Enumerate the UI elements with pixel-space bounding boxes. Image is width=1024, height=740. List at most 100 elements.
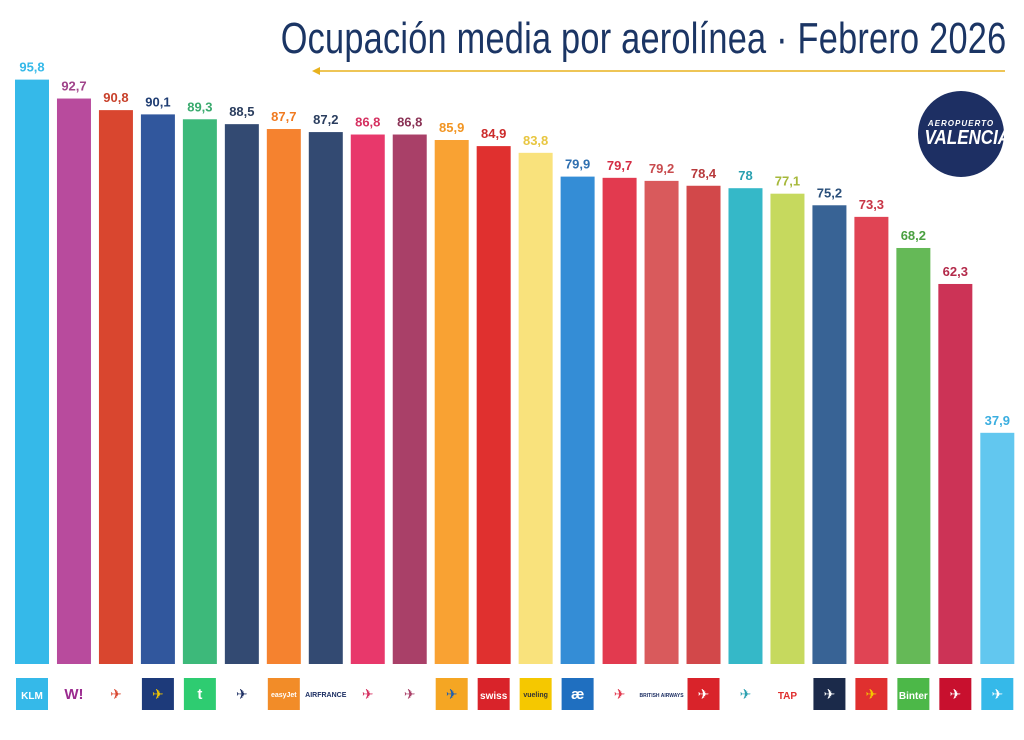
value-label: 92,7 — [61, 79, 86, 94]
bar — [896, 247, 931, 665]
bar — [686, 185, 721, 664]
airline-logo-text: swiss — [480, 691, 508, 702]
value-label: 77,1 — [775, 174, 800, 189]
logo-line1: AEROPUERTO — [927, 119, 995, 128]
airline-logo-11 — [435, 678, 468, 710]
airline-logo-5 — [183, 678, 216, 710]
airline-logo-icon: ✈ — [362, 687, 374, 703]
bar — [140, 114, 175, 664]
bar — [854, 216, 889, 664]
value-label: 79,7 — [607, 158, 632, 173]
airline-logo-icon: ✈ — [446, 687, 458, 703]
bar — [728, 188, 763, 664]
value-label: 90,8 — [103, 90, 128, 105]
airline-logo-3 — [99, 678, 132, 710]
airline-logo-icon: ✈ — [614, 687, 626, 703]
value-label: 88,5 — [229, 104, 254, 119]
airline-logo-icon: ✈ — [152, 687, 164, 703]
airline-logo-4 — [141, 678, 174, 710]
airline-logo-text: W! — [64, 686, 83, 703]
airline-logo-21 — [855, 678, 888, 710]
airline-logo-7 — [267, 678, 300, 710]
value-label: 90,1 — [145, 94, 170, 109]
airline-logo-22 — [897, 678, 930, 710]
bar — [518, 152, 553, 664]
value-label: 87,2 — [313, 112, 338, 127]
bar — [476, 146, 511, 665]
bar — [182, 119, 217, 664]
value-label: 85,9 — [439, 120, 464, 135]
airline-logo-23 — [939, 678, 972, 710]
bar — [308, 132, 343, 664]
value-label: 73,3 — [859, 197, 884, 212]
logo-line2: VALENCIA — [924, 127, 1011, 149]
bar — [644, 180, 679, 664]
airline-logo-1 — [16, 678, 48, 710]
value-label: 79,2 — [649, 161, 674, 176]
bar — [98, 110, 133, 665]
bar — [266, 129, 301, 664]
value-label: 78 — [738, 168, 752, 183]
airline-logo-15 — [603, 678, 636, 710]
bar — [224, 124, 259, 664]
value-label: 86,8 — [397, 115, 422, 130]
airline-logo-19 — [771, 678, 804, 710]
airline-logo-icon: ✈ — [236, 687, 248, 703]
bar — [602, 177, 637, 664]
airline-logo-8 — [309, 678, 342, 710]
value-label: 89,3 — [187, 99, 212, 114]
bar — [938, 283, 973, 664]
airline-logo-icon: ✈ — [698, 687, 710, 703]
value-label: 86,8 — [355, 115, 380, 130]
airline-logo-text: TAP — [778, 691, 798, 702]
airline-logo-2 — [57, 678, 90, 710]
airline-logo-text: BRITISH AIRWAYS — [640, 693, 685, 699]
airline-logo-18 — [729, 678, 762, 710]
airline-logo-text: vueling — [523, 692, 548, 699]
airline-logo-text: easyJet — [271, 692, 297, 699]
airline-logo-10 — [393, 678, 426, 710]
airline-logo-12 — [477, 678, 510, 710]
bar — [560, 176, 595, 665]
airline-logo-icon: ✈ — [824, 687, 836, 703]
airline-logo-icon: ✈ — [740, 687, 752, 703]
airline-logo-icon: ✈ — [404, 687, 416, 703]
airline-logo-20 — [813, 678, 846, 710]
title-underline-arrow — [312, 67, 1005, 75]
bar — [392, 134, 427, 664]
airline-logo-text: AIRFRANCE — [305, 692, 347, 699]
value-label: 62,3 — [943, 264, 968, 279]
bar — [15, 79, 49, 665]
bar — [812, 205, 847, 664]
value-label: 79,9 — [565, 157, 590, 172]
airline-logo-icon: ✈ — [866, 687, 878, 703]
airline-logo-16 — [645, 678, 678, 710]
chart-title: Ocupación media por aerolínea · Febrero … — [280, 14, 1006, 63]
bar — [434, 140, 469, 664]
value-label: 78,4 — [691, 166, 717, 181]
airline-logo-13 — [519, 678, 552, 710]
airline-logo-text: t — [197, 686, 202, 703]
value-label: 83,8 — [523, 133, 548, 148]
value-label: 84,9 — [481, 126, 506, 141]
value-label: 95,8 — [19, 60, 44, 75]
airline-logo-24 — [981, 678, 1014, 710]
value-label: 87,7 — [271, 109, 296, 124]
airline-logo-9 — [351, 678, 384, 710]
airline-logo-icon: ✈ — [949, 687, 961, 703]
airline-logo-text: KLM — [21, 691, 43, 702]
airline-logo-text: Binter — [899, 691, 928, 702]
value-label: 37,9 — [985, 413, 1010, 428]
bar — [56, 98, 91, 664]
value-label: 75,2 — [817, 185, 842, 200]
aeropuerto-valencia-logo: AEROPUERTO VALENCIA — [918, 91, 1011, 177]
bar — [770, 193, 805, 664]
airline-logo-text: æ — [571, 686, 584, 703]
airline-logo-icon: ✈ — [110, 687, 122, 703]
value-label: 68,2 — [901, 228, 926, 243]
airline-logo-14 — [561, 678, 594, 710]
bar — [980, 432, 1015, 664]
bar — [350, 134, 385, 664]
airline-logo-17 — [687, 678, 720, 710]
